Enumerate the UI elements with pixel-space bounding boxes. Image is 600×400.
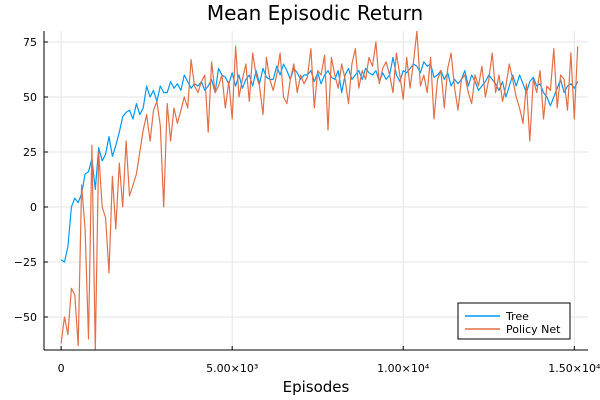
series-line-policy-net xyxy=(60,31,579,350)
y-tick-label: 75 xyxy=(23,36,37,49)
y-tick-label: 0 xyxy=(30,201,37,214)
grid-lines xyxy=(44,31,588,350)
chart-title: Mean Episodic Return xyxy=(207,1,423,25)
x-tick-label: 1.50×10⁴ xyxy=(548,362,600,375)
y-tick-label: −25 xyxy=(14,256,37,269)
y-tick-label: 25 xyxy=(23,146,37,159)
legend-box xyxy=(457,302,571,340)
legend: Tree Policy Net xyxy=(457,302,571,340)
legend-label-policy-net: Policy Net xyxy=(506,323,561,336)
x-ticks: 0 5.00×10³ 1.00×10⁴ 1.50×10⁴ xyxy=(58,346,600,375)
y-tick-label: 50 xyxy=(23,91,37,104)
x-tick-label: 5.00×10³ xyxy=(206,362,258,375)
series-line-tree xyxy=(60,56,579,263)
legend-label-tree: Tree xyxy=(505,310,529,323)
axes xyxy=(43,31,588,351)
x-tick-label: 1.00×10⁴ xyxy=(377,362,430,375)
x-axis-label: Episodes xyxy=(283,378,350,396)
plot-series xyxy=(60,31,579,350)
y-tick-label: −50 xyxy=(14,311,37,324)
x-tick-label: 0 xyxy=(58,362,65,375)
y-ticks: −50 −25 0 25 50 75 xyxy=(14,36,48,324)
